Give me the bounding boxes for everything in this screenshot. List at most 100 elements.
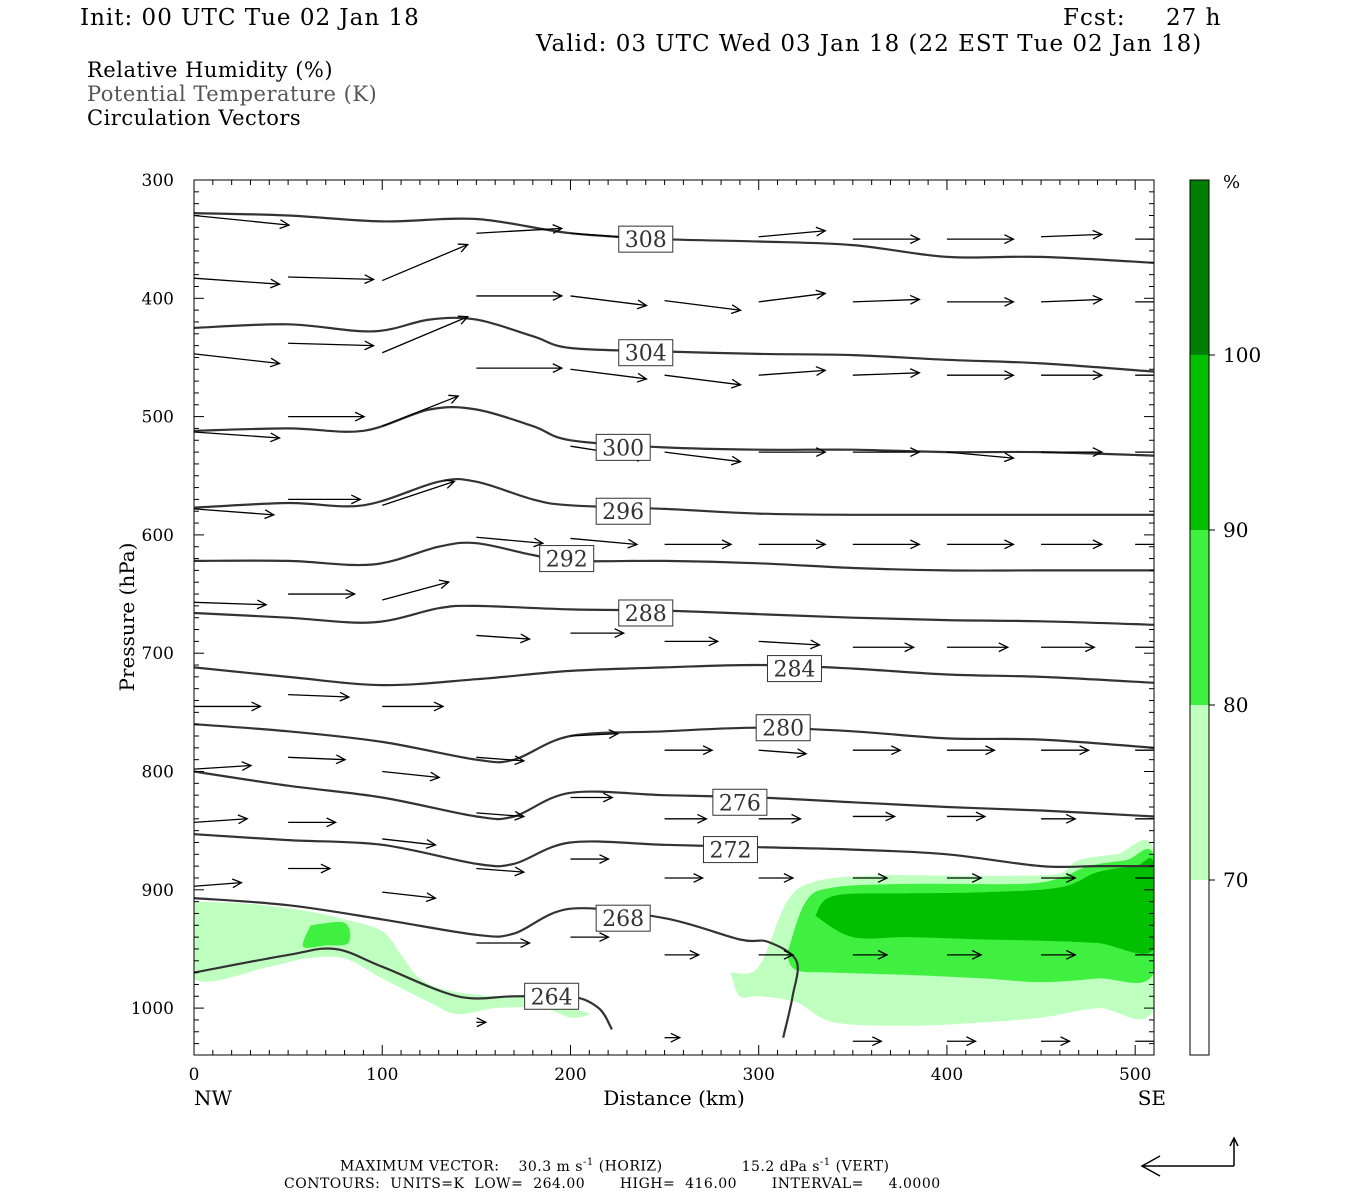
init-time: Init: 00 UTC Tue 02 Jan 18 xyxy=(80,5,420,31)
circulation-vector xyxy=(946,296,1015,307)
circulation-vector xyxy=(570,854,610,864)
circulation-vector xyxy=(476,290,564,301)
circulation-vector xyxy=(758,226,827,238)
circulation-vector xyxy=(852,811,897,822)
circulation-vector xyxy=(852,234,921,245)
theta-contour-288 xyxy=(194,604,1154,626)
circulation-vector xyxy=(288,274,376,285)
x-end-label-se: SE xyxy=(1138,1086,1166,1110)
max-vector-label: MAXIMUM VECTOR: xyxy=(340,1158,500,1175)
forecast-hours: 27 h xyxy=(1166,5,1222,31)
circulation-vector xyxy=(194,599,268,610)
circulation-vector xyxy=(476,755,526,766)
circulation-vector xyxy=(570,537,639,549)
circulation-vector xyxy=(1041,949,1077,960)
circulation-vector xyxy=(946,811,987,822)
y-tick-label: 300 xyxy=(142,171,174,191)
circulation-vector xyxy=(570,792,614,803)
legend-relative-humidity: Relative Humidity (%) xyxy=(87,58,334,82)
circulation-vector xyxy=(1041,642,1096,653)
theta-contour-label: 300 xyxy=(602,436,644,461)
circulation-vector xyxy=(288,817,338,828)
circulation-vector xyxy=(570,295,648,310)
theta-contour-label: 288 xyxy=(625,602,667,627)
circulation-vector xyxy=(288,589,357,599)
theta-contour-label: 308 xyxy=(625,228,667,253)
circulation-vector xyxy=(1135,301,1154,303)
circulation-vector xyxy=(946,642,1010,653)
circulation-vector xyxy=(194,353,281,368)
circulation-vector xyxy=(664,636,720,647)
circulation-vector xyxy=(852,873,889,883)
circulation-vector xyxy=(194,878,243,889)
x-axis-label: Distance (km) xyxy=(603,1086,745,1110)
circulation-vector xyxy=(1041,229,1104,240)
theta-label-box xyxy=(755,714,811,742)
circulation-vector xyxy=(288,411,366,422)
circulation-vector xyxy=(664,451,743,466)
x-tick-label: 200 xyxy=(554,1065,586,1085)
circulation-vector xyxy=(288,691,351,702)
circulation-vector xyxy=(194,701,262,712)
circulation-vector xyxy=(1135,954,1154,956)
circulation-vector xyxy=(476,938,532,948)
circulation-vector xyxy=(664,745,714,756)
footer-max-vector: MAXIMUM VECTOR: 30.3 m s-1 (HORIZ) 15.2 … xyxy=(340,1157,890,1175)
theta-label-box xyxy=(618,339,674,367)
colorbar-level-label: 80 xyxy=(1223,693,1248,717)
circulation-vector xyxy=(758,949,795,960)
circulation-vector xyxy=(1041,539,1104,550)
circulation-vector xyxy=(1135,543,1154,546)
footer-contours: CONTOURS: UNITS=K LOW= 264.00 HIGH= 416.… xyxy=(284,1176,941,1192)
colorbar-segment xyxy=(1190,180,1209,355)
colorbar-segment xyxy=(1190,355,1209,530)
circulation-vector xyxy=(664,300,743,315)
theta-label-box xyxy=(524,982,580,1010)
y-tick-label: 1000 xyxy=(131,999,174,1019)
circulation-vector xyxy=(758,639,821,650)
circulation-vector xyxy=(476,363,564,374)
circulation-vector xyxy=(382,770,441,782)
x-tick-label: 100 xyxy=(366,1065,398,1085)
valid-time: Valid: 03 UTC Wed 03 Jan 18 (22 EST Tue … xyxy=(536,31,1203,57)
theta-contour-label: 292 xyxy=(546,548,588,573)
theta-contour-272 xyxy=(194,833,1154,869)
circulation-vector xyxy=(946,539,1015,550)
circulation-vector xyxy=(664,813,708,824)
circulation-vector xyxy=(1135,1040,1154,1042)
theta-label-box xyxy=(595,497,651,525)
circulation-vector xyxy=(1135,646,1154,648)
colorbar-frame xyxy=(1189,179,1210,1056)
colorbar-level-label: 70 xyxy=(1223,868,1248,892)
circulation-vector xyxy=(1135,749,1154,751)
max-vector-horiz-tag: (HORIZ) xyxy=(598,1158,663,1175)
circulation-vector xyxy=(946,451,1015,463)
circulation-vector xyxy=(946,745,996,756)
theta-contour-label: 264 xyxy=(531,985,573,1010)
theta-label-box xyxy=(702,836,758,864)
circulation-vector xyxy=(476,866,526,877)
circulation-vector xyxy=(1135,374,1154,376)
theta-contour-268 xyxy=(194,897,799,1038)
theta-label-box xyxy=(595,433,651,461)
colorbar-segment xyxy=(1190,530,1209,705)
max-vector-horiz-exponent: -1 xyxy=(582,1157,594,1168)
y-tick-label: 600 xyxy=(142,526,174,546)
circulation-vector xyxy=(664,949,701,960)
theta-contour-label: 272 xyxy=(709,839,751,864)
theta-label-box xyxy=(766,655,822,683)
circulation-vector xyxy=(570,729,620,739)
y-tick-label: 500 xyxy=(142,408,174,428)
circulation-vector xyxy=(664,539,733,550)
circulation-vector xyxy=(852,539,921,550)
circulation-vector xyxy=(758,366,827,376)
circulation-vector xyxy=(758,539,827,550)
circulation-vector xyxy=(382,479,456,506)
circulation-vector xyxy=(1041,813,1077,824)
x-tick-label: 500 xyxy=(1119,1065,1151,1085)
circulation-vector xyxy=(288,754,347,765)
theta-contour-280 xyxy=(194,723,1154,764)
x-tick-label: 300 xyxy=(742,1065,774,1085)
colorbar-unit: % xyxy=(1223,172,1240,193)
circulation-vector xyxy=(1041,294,1104,305)
